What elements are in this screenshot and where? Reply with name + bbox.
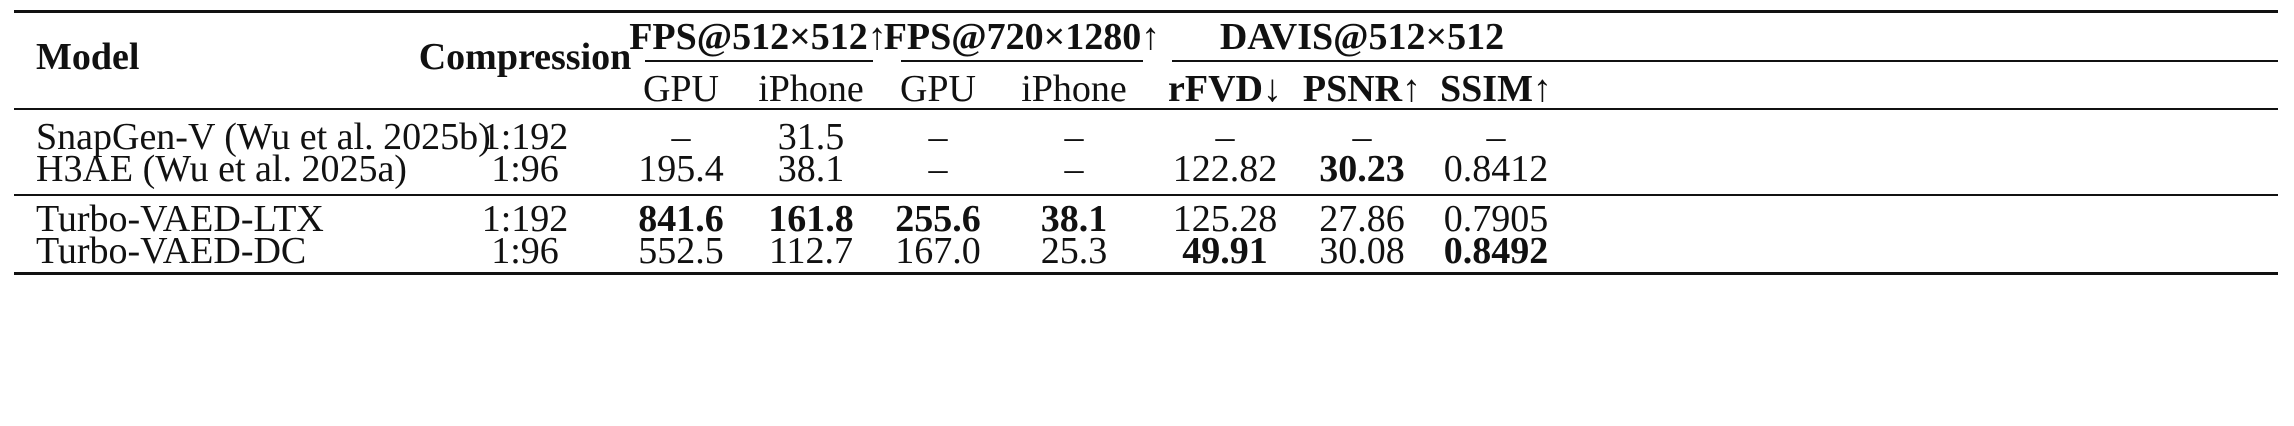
row-snapgenv-model: SnapGen-V (Wu et al. 2025b) <box>36 116 491 158</box>
header-gpu-720: GPU <box>899 68 977 110</box>
row-h3ae-ssim: 0.8412 <box>1443 148 1549 190</box>
header-gpu-512: GPU <box>642 68 720 110</box>
row-dc-gpu-512: 552.5 <box>638 230 724 272</box>
fps720-group-rule <box>901 60 1143 62</box>
top-rule <box>14 10 2278 13</box>
row-dc-iphone-512: 112.7 <box>768 230 854 272</box>
group-separator-rule <box>14 194 2278 196</box>
row-dc-iphone-720: 25.3 <box>1040 230 1108 272</box>
row-dc-ssim: 0.8492 <box>1443 230 1549 272</box>
row-snapgenv-iphone-512: 31.5 <box>777 116 845 158</box>
row-dc-psnr: 30.08 <box>1319 230 1405 272</box>
header-rule <box>14 108 2278 110</box>
header-compression: Compression <box>418 36 632 78</box>
row-dc-rfvd: 49.91 <box>1182 230 1268 272</box>
row-dc-compression: 1:96 <box>491 230 559 272</box>
header-psnr: PSNR↑ <box>1302 68 1422 110</box>
davis-group-rule <box>1172 60 2278 62</box>
header-model: Model <box>36 36 140 78</box>
row-ltx-rfvd: 125.28 <box>1172 198 1278 240</box>
row-ltx-iphone-720: 38.1 <box>1040 198 1108 240</box>
row-ltx-iphone-512: 161.8 <box>768 198 854 240</box>
row-ltx-model: Turbo-VAED-LTX <box>36 198 324 240</box>
bottom-rule <box>14 272 2278 275</box>
row-h3ae-psnr: 30.23 <box>1319 148 1405 190</box>
row-snapgenv-gpu-512: – <box>671 116 691 158</box>
row-snapgenv-gpu-720: – <box>928 116 948 158</box>
row-dc-model: Turbo-VAED-DC <box>36 230 307 272</box>
row-h3ae-compression: 1:96 <box>491 148 559 190</box>
header-iphone-512: iPhone <box>758 68 864 110</box>
row-h3ae-gpu-512: 195.4 <box>638 148 724 190</box>
row-ltx-gpu-720: 255.6 <box>895 198 981 240</box>
row-h3ae-iphone-720: – <box>1064 148 1084 190</box>
row-snapgenv-rfvd: – <box>1215 116 1235 158</box>
row-snapgenv-ssim: – <box>1486 116 1506 158</box>
row-ltx-psnr: 27.86 <box>1319 198 1405 240</box>
row-h3ae-model: H3AE (Wu et al. 2025a) <box>36 148 407 190</box>
header-ssim: SSIM↑ <box>1440 68 1552 110</box>
header-fps720: FPS@720×1280↑ <box>883 16 1161 58</box>
row-ltx-gpu-512: 841.6 <box>638 198 724 240</box>
header-fps512: FPS@512×512↑ <box>629 16 887 58</box>
row-snapgenv-psnr: – <box>1352 116 1372 158</box>
row-h3ae-rfvd: 122.82 <box>1172 148 1278 190</box>
row-snapgenv-iphone-720: – <box>1064 116 1084 158</box>
header-iphone-720: iPhone <box>1021 68 1127 110</box>
row-snapgenv-compression: 1:192 <box>481 116 569 158</box>
row-h3ae-iphone-512: 38.1 <box>777 148 845 190</box>
fps512-group-rule <box>645 60 873 62</box>
row-ltx-compression: 1:192 <box>481 198 569 240</box>
header-rfvd: rFVD↓ <box>1168 68 1282 110</box>
row-ltx-ssim: 0.7905 <box>1443 198 1549 240</box>
header-davis: DAVIS@512×512 <box>1219 16 1505 58</box>
row-dc-gpu-720: 167.0 <box>895 230 981 272</box>
row-h3ae-gpu-720: – <box>928 148 948 190</box>
